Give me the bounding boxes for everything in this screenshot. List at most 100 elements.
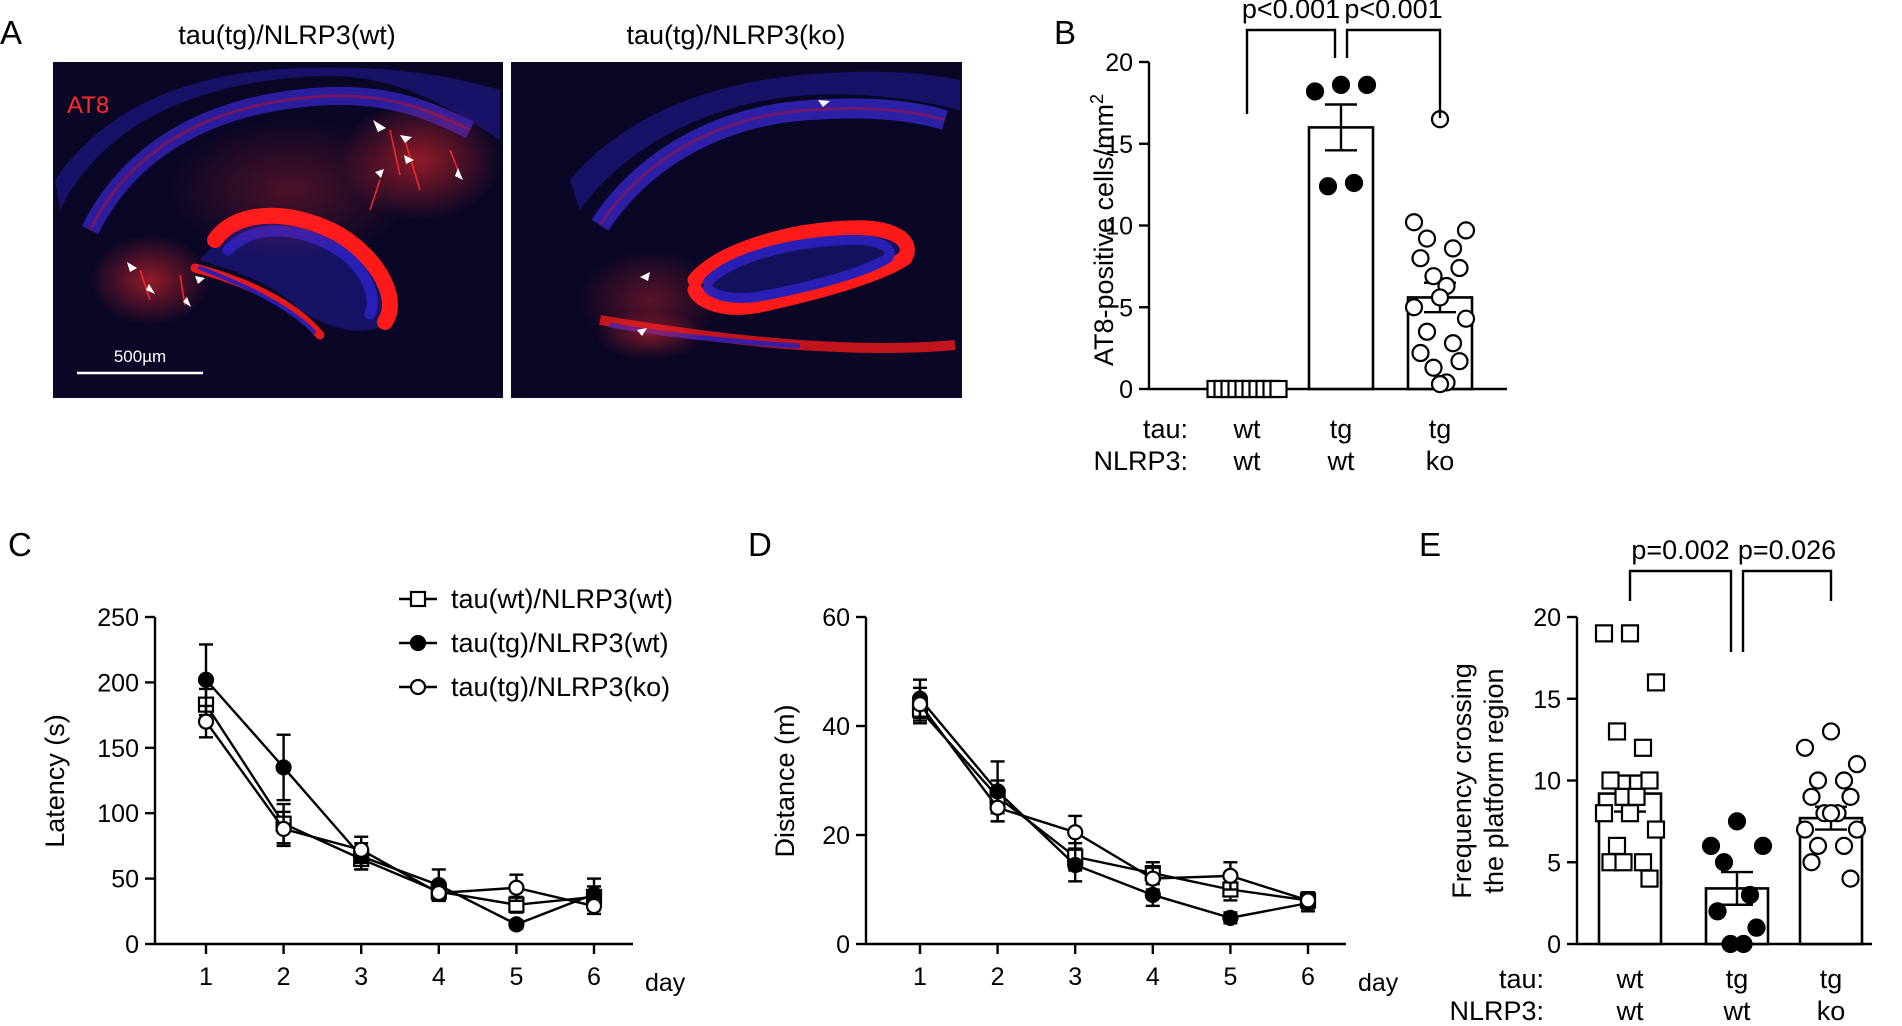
chart-b-data-point bbox=[1430, 288, 1450, 307]
chart-e-data-point bbox=[1834, 836, 1854, 856]
chart-e: 0 5 10 15 20 p=0.002 p=0.026 bbox=[1533, 535, 1872, 959]
chart-d-x-tick-label: 6 bbox=[1301, 963, 1315, 991]
chart-c-y-tick-label: 50 bbox=[111, 866, 139, 894]
chart-e-data-point bbox=[1795, 738, 1815, 757]
chart-c-legend-marker bbox=[409, 590, 427, 608]
chart-c-x-axis-label: day bbox=[645, 969, 686, 997]
chart-e-data-point bbox=[1633, 853, 1653, 872]
chart-b-data-point bbox=[1411, 343, 1430, 363]
chart-e-data-point bbox=[1808, 771, 1828, 790]
panel-label-e: E bbox=[1419, 526, 1441, 563]
chart-e-data-point bbox=[1795, 820, 1815, 839]
chart-e-data-point bbox=[1640, 771, 1659, 790]
chart-e-data-point bbox=[1802, 787, 1821, 806]
chart-b-data-point bbox=[1404, 213, 1424, 232]
chart-e-ylabel-line2: the platform region bbox=[1479, 668, 1509, 893]
chart-d-data-point bbox=[1144, 870, 1161, 887]
chart-d-data-point bbox=[1299, 892, 1317, 909]
chart-b-tau-3: tg bbox=[1429, 414, 1452, 444]
chart-e-data-point bbox=[1601, 771, 1620, 790]
chart-b-y-tick-label: 0 bbox=[1119, 376, 1133, 404]
micrograph-left-title: tau(tg)/NLRP3(wt) bbox=[178, 20, 396, 50]
panel-a: A tau(tg)/NLRP3(wt) tau(tg)/NLRP3(ko) bbox=[0, 14, 962, 398]
chart-c-x-tick-label: 4 bbox=[432, 963, 446, 991]
chart-c-y-tick-label: 0 bbox=[125, 931, 139, 959]
chart-e-data-point bbox=[1701, 836, 1721, 856]
chart-c-data-point bbox=[508, 879, 525, 896]
chart-d-y-tick-label: 60 bbox=[822, 604, 850, 632]
chart-d-data-point bbox=[1222, 867, 1239, 884]
chart-c-y-tick-label: 150 bbox=[97, 735, 139, 763]
chart-c-y-tick-label: 250 bbox=[97, 604, 139, 632]
panel-d: D Distance (m) 0 20 40 60 1 2 3 4 5 6 day bbox=[748, 526, 1399, 997]
panel-label-b: B bbox=[1054, 14, 1076, 51]
chart-b-data-point bbox=[1456, 309, 1476, 328]
chart-d-x-tick-label: 5 bbox=[1223, 963, 1237, 991]
chart-e-tau-2: tg bbox=[1726, 964, 1749, 994]
chart-b-nlrp3-2: wt bbox=[1327, 446, 1355, 476]
panel-c: C Latency (s) 0 50 100 150 200 250 1 2 3 4 5 6 day ta… bbox=[8, 526, 686, 997]
chart-e-y-tick-label: 5 bbox=[1547, 849, 1561, 877]
chart-c-x-tick-label: 5 bbox=[509, 963, 523, 991]
chart-e-data-point bbox=[1753, 836, 1773, 856]
panel-b: B AT8-positive cells/mm2 0 5 10 15 20 p<0.001… bbox=[1054, 0, 1507, 476]
chart-b-data-point bbox=[1456, 221, 1476, 240]
chart-c-legend-label: tau(wt)/NLRP3(wt) bbox=[451, 584, 673, 614]
chart-d-data-point bbox=[911, 696, 929, 713]
chart-e-nlrp3-row-label: NLRP3: bbox=[1449, 996, 1544, 1021]
chart-e-data-point bbox=[1714, 853, 1734, 872]
chart-d-x-tick-label: 4 bbox=[1146, 963, 1160, 991]
chart-d-data-point bbox=[1222, 909, 1239, 926]
chart-b-bar bbox=[1307, 126, 1375, 391]
chart-b-nlrp3-3: ko bbox=[1426, 446, 1455, 476]
chart-e-data-point bbox=[1727, 812, 1747, 831]
micrograph-right-title: tau(tg)/NLRP3(ko) bbox=[626, 20, 845, 50]
chart-c-data-point bbox=[585, 897, 603, 915]
chart-e-data-point bbox=[1708, 902, 1727, 921]
chart-c: 0 50 100 150 200 250 1 2 3 4 5 6 day tau(wt)/NLRP3(wt… bbox=[97, 584, 686, 997]
chart-e-tau-3: tg bbox=[1820, 964, 1843, 994]
chart-e-data-point bbox=[1847, 820, 1867, 839]
chart-b-tau-1: wt bbox=[1233, 414, 1261, 444]
chart-b-data-point bbox=[1305, 82, 1325, 101]
chart-b-data-point bbox=[1404, 298, 1424, 317]
chart-b-data-point bbox=[1269, 379, 1288, 399]
chart-e-p-value-label: p=0.026 bbox=[1738, 535, 1836, 565]
chart-b-significance-bracket bbox=[1245, 28, 1337, 114]
chart-e-data-point bbox=[1594, 804, 1614, 823]
chart-c-data-point bbox=[275, 820, 292, 837]
chart-b-data-point bbox=[1344, 173, 1364, 193]
chart-e-data-point bbox=[1841, 787, 1860, 806]
chart-d-y-tick-label: 20 bbox=[822, 822, 850, 850]
chart-e-significance-bracket bbox=[1741, 569, 1833, 652]
chart-b-data-point bbox=[1450, 352, 1469, 371]
chart-b-significance-bracket bbox=[1345, 28, 1442, 118]
chart-b-data-point bbox=[1417, 322, 1437, 341]
chart-d-series-line bbox=[919, 697, 1309, 920]
chart-b-data-point bbox=[1450, 258, 1469, 278]
chart-b-y-tick-label: 20 bbox=[1105, 49, 1133, 77]
chart-e-data-point bbox=[1821, 804, 1841, 823]
chart-b-nlrp3-1: wt bbox=[1233, 446, 1261, 476]
chart-e-data-point bbox=[1620, 804, 1640, 823]
chart-c-x-tick-label: 6 bbox=[587, 963, 601, 991]
chart-e-y-tick-label: 0 bbox=[1547, 931, 1561, 959]
chart-b-ylabel-text: AT8-positive cells/mm bbox=[1089, 104, 1119, 366]
chart-e-data-point bbox=[1620, 624, 1640, 643]
chart-e-data-point bbox=[1747, 918, 1766, 937]
chart-d-series-line bbox=[919, 708, 1309, 902]
chart-c-x-tick-label: 3 bbox=[354, 963, 368, 991]
chart-b-data-point bbox=[1331, 75, 1351, 94]
chart-e-data-point bbox=[1646, 820, 1666, 839]
panel-e: E Frequency crossing the platform region… bbox=[1419, 526, 1872, 1026]
chart-e-data-point bbox=[1594, 624, 1614, 643]
chart-c-legend-marker bbox=[409, 634, 427, 652]
chart-b-p-value-label: p<0.001 bbox=[1242, 0, 1340, 24]
chart-b-tau-row-label: tau: bbox=[1143, 414, 1188, 444]
chart-b-data-point bbox=[1430, 374, 1450, 394]
chart-e-p-value-label: p=0.002 bbox=[1631, 535, 1729, 565]
chart-e-data-point bbox=[1607, 836, 1627, 856]
chart-c-x-tick-label: 1 bbox=[199, 963, 213, 991]
chart-c-data-point bbox=[508, 916, 525, 933]
panel-label-a: A bbox=[0, 14, 22, 51]
